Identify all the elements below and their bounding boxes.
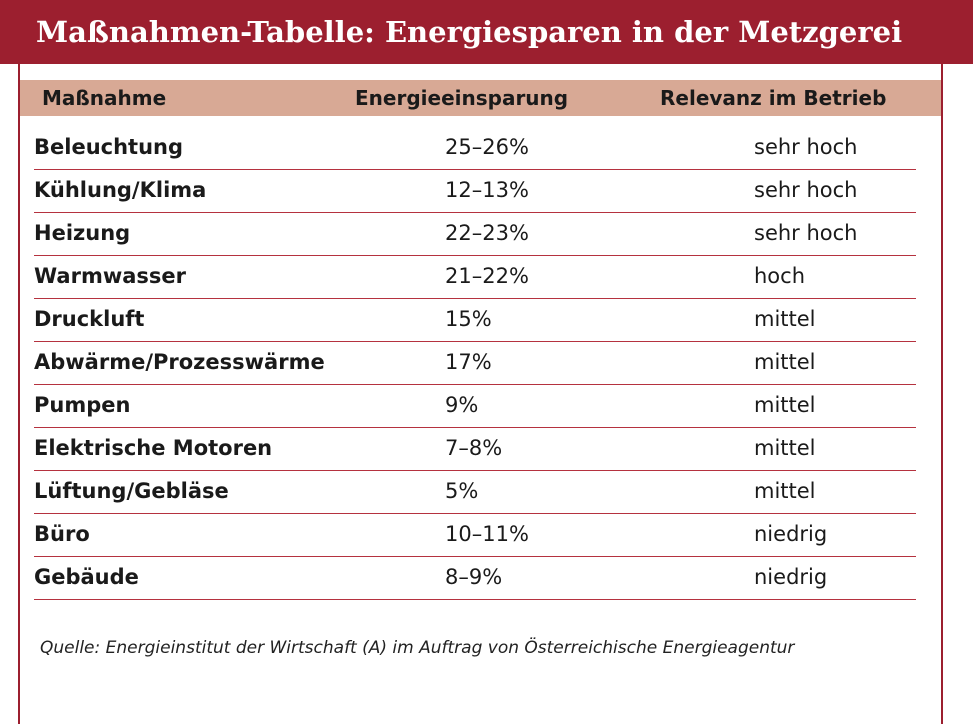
- table-cell: Druckluft: [34, 307, 145, 331]
- table-cell: Kühlung/Klima: [34, 178, 207, 202]
- table-row: Lüftung/Gebläse 5% mittel: [34, 470, 916, 514]
- table-cell: niedrig: [754, 565, 828, 589]
- table-row: Heizung 22–23% sehr hoch: [34, 212, 916, 256]
- table-row: Büro 10–11% niedrig: [34, 513, 916, 557]
- table-cell: Pumpen: [34, 393, 131, 417]
- table-cell: Warmwasser: [34, 264, 186, 288]
- table-cell: Büro: [34, 522, 90, 546]
- table-cell: 8–9%: [445, 565, 503, 589]
- table-row: Warmwasser 21–22% hoch: [34, 255, 916, 299]
- table-cell: Heizung: [34, 221, 131, 245]
- table-cell: mittel: [754, 307, 816, 331]
- table-cell: hoch: [754, 264, 806, 288]
- table-cell: mittel: [754, 436, 816, 460]
- table-cell: 15%: [445, 307, 492, 331]
- table-row: Abwärme/Prozesswärme 17% mittel: [34, 341, 916, 385]
- table-row: Druckluft 15% mittel: [34, 298, 916, 342]
- frame: [18, 64, 943, 724]
- table-cell: 7–8%: [445, 436, 503, 460]
- table-row: Elektrische Motoren 7–8% mittel: [34, 427, 916, 471]
- table-cell: 5%: [445, 479, 479, 503]
- table-cell: mittel: [754, 479, 816, 503]
- table-cell: 22–23%: [445, 221, 529, 245]
- column-header: Energieeinsparung: [355, 86, 569, 110]
- table-row: Kühlung/Klima 12–13% sehr hoch: [34, 169, 916, 213]
- table-cell: Lüftung/Gebläse: [34, 479, 229, 503]
- table-cell: sehr hoch: [754, 221, 858, 245]
- table-cell: 21–22%: [445, 264, 529, 288]
- table-cell: Gebäude: [34, 565, 139, 589]
- table-cell: 17%: [445, 350, 492, 374]
- column-header: Relevanz im Betrieb: [660, 86, 887, 110]
- table-row: Pumpen 9% mittel: [34, 384, 916, 428]
- table-row: Gebäude 8–9% niedrig: [34, 556, 916, 600]
- table-cell: 9%: [445, 393, 479, 417]
- table-cell: 25–26%: [445, 135, 529, 159]
- table-cell: sehr hoch: [754, 135, 858, 159]
- table-cell: sehr hoch: [754, 178, 858, 202]
- source-note: Quelle: Energieinstitut der Wirtschaft (…: [40, 638, 795, 658]
- table-row: Beleuchtung 25–26% sehr hoch: [34, 126, 916, 170]
- table-cell: Beleuchtung: [34, 135, 184, 159]
- table-cell: 10–11%: [445, 522, 529, 546]
- table-cell: mittel: [754, 393, 816, 417]
- table-cell: mittel: [754, 350, 816, 374]
- table-cell: Abwärme/Prozesswärme: [34, 350, 325, 374]
- table-header: Maßnahme Energieeinsparung Relevanz im B…: [20, 80, 941, 116]
- title: Maßnahmen-Tabelle: Energiesparen in der …: [0, 0, 973, 64]
- table-cell: niedrig: [754, 522, 828, 546]
- table-cell: Elektrische Motoren: [34, 436, 273, 460]
- table-cell: 12–13%: [445, 178, 529, 202]
- column-header: Maßnahme: [42, 86, 167, 110]
